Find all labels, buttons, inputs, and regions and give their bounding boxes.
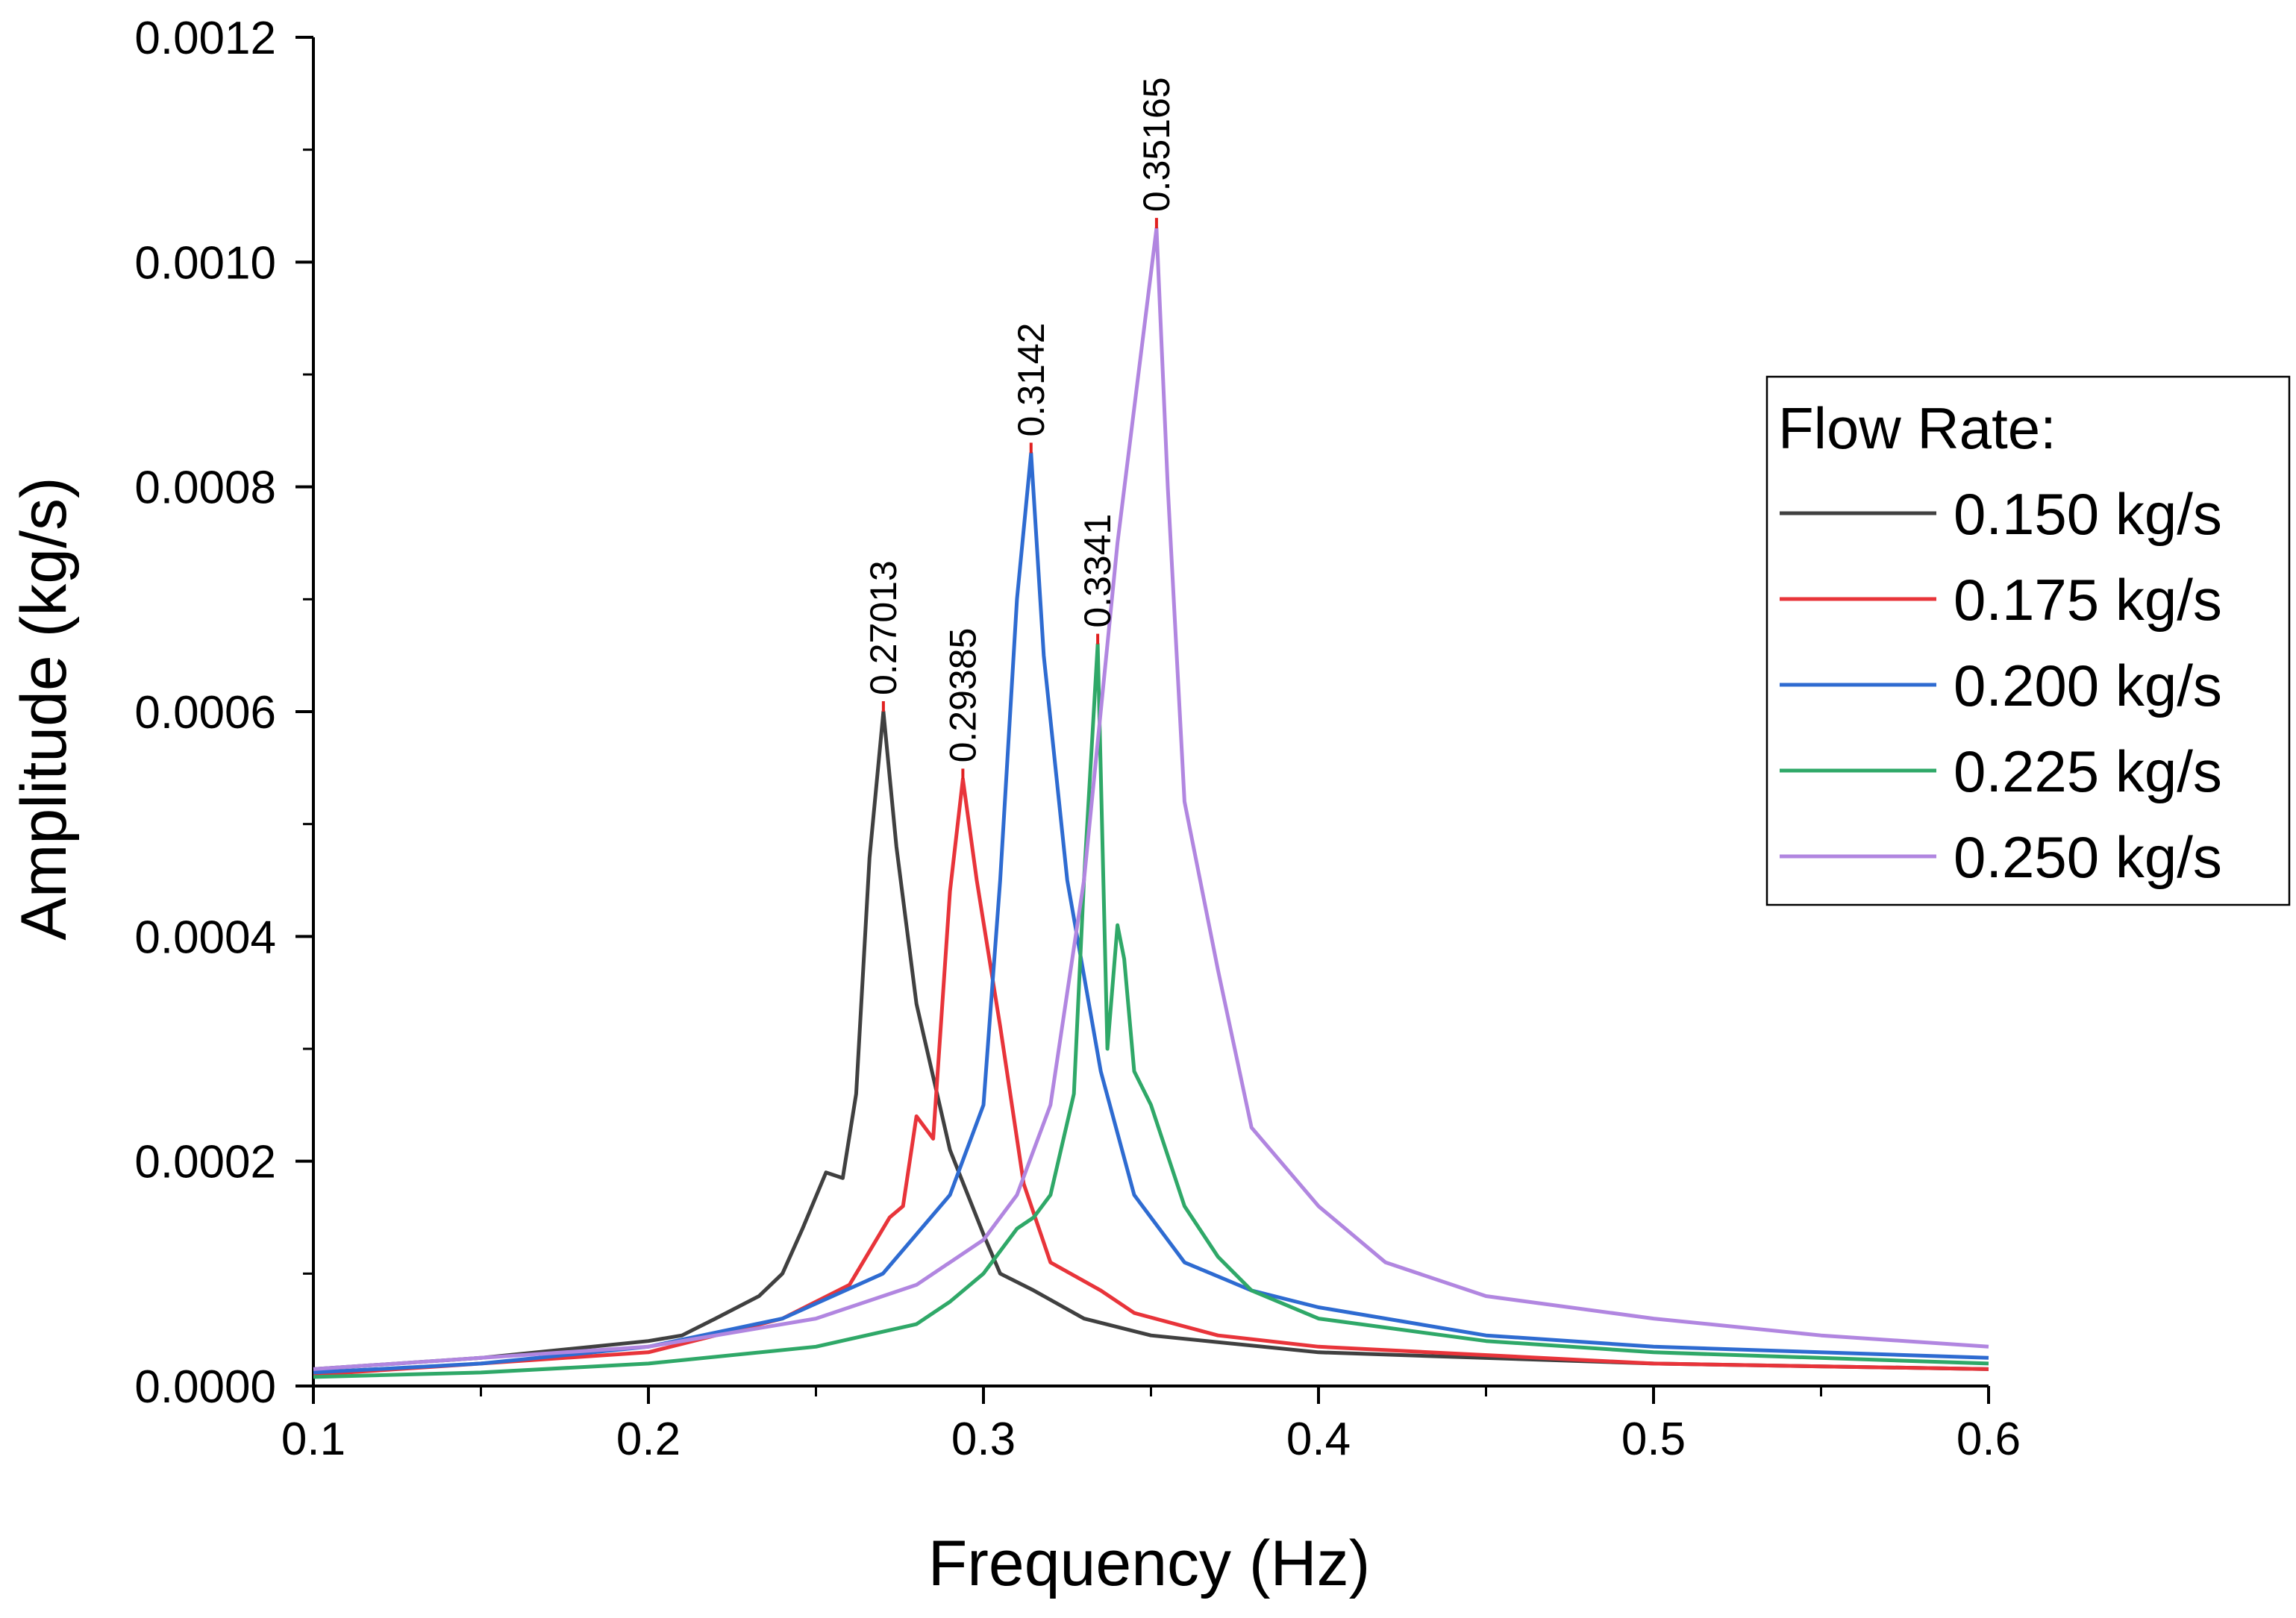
- legend-title: Flow Rate:: [1778, 395, 2056, 461]
- peak-label: 0.29385: [942, 628, 983, 763]
- series-layer: [313, 226, 1989, 1379]
- series-line-0-150-kg-s: [313, 709, 1989, 1371]
- legend-label: 0.200 kg/s: [1954, 653, 2222, 718]
- x-tick-label: 0.5: [1621, 1414, 1686, 1465]
- y-tick-label: 0.0002: [134, 1137, 276, 1188]
- peak-label: 0.27013: [863, 560, 904, 695]
- y-axis-title: Amplitude (kg/s): [8, 477, 80, 940]
- legend: Flow Rate: 0.150 kg/s 0.175 kg/s 0.200 kg/…: [1765, 375, 2291, 906]
- x-tick-label: 0.2: [616, 1414, 681, 1465]
- legend-label: 0.175 kg/s: [1954, 567, 2222, 633]
- y-tick-label: 0.0006: [134, 687, 276, 739]
- x-tick-label: 0.4: [1286, 1414, 1351, 1465]
- legend-label: 0.250 kg/s: [1954, 824, 2222, 890]
- series-line-0-250-kg-s: [313, 226, 1989, 1371]
- series-line-0-200-kg-s: [313, 451, 1989, 1375]
- y-tick-label: 0.0010: [134, 237, 276, 289]
- y-tick-label: 0.0004: [134, 912, 276, 963]
- peak-label: 0.3142: [1010, 323, 1052, 437]
- legend-box: [1765, 375, 2291, 906]
- x-tick-label: 0.3: [951, 1414, 1016, 1465]
- legend-items: 0.150 kg/s 0.175 kg/s 0.200 kg/s 0.225 kg/s…: [1780, 481, 2222, 890]
- x-tick-label: 0.1: [281, 1414, 345, 1465]
- x-axis-title: Frequency (Hz): [928, 1528, 1371, 1599]
- legend-label: 0.150 kg/s: [1954, 481, 2222, 547]
- y-tick-label: 0.0000: [134, 1361, 276, 1413]
- peak-label: 0.3341: [1077, 514, 1119, 628]
- y-tick-label: 0.0008: [134, 462, 276, 514]
- peak-label-layer: 0.27013 0.29385 0.3142 0.3341 0.35165: [863, 77, 1177, 780]
- x-tick-label: 0.6: [1956, 1414, 2021, 1465]
- legend-label: 0.225 kg/s: [1954, 739, 2222, 804]
- y-tick-label: 0.0012: [134, 13, 276, 64]
- series-line-0-225-kg-s: [313, 642, 1989, 1379]
- peak-label: 0.35165: [1136, 77, 1177, 212]
- series-line-0-175-kg-s: [313, 777, 1989, 1377]
- axes-layer: 0.1 0.2 0.3 0.4 0.5 0.6 0.0000 0.0002 0.0004 0.00…: [134, 13, 2021, 1465]
